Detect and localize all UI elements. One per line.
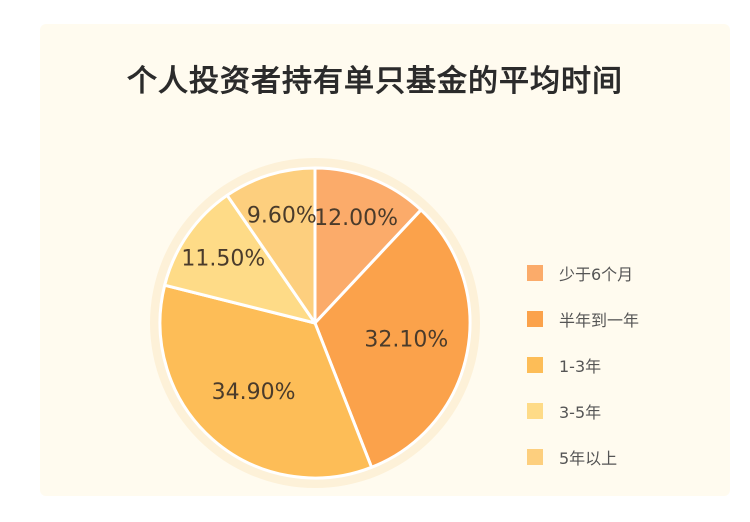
legend-label: 5年以上	[559, 449, 618, 468]
pie-slice-3	[158, 283, 374, 480]
pie-slices	[158, 166, 472, 480]
legend-label: 1-3年	[559, 357, 602, 376]
pie-data-label-5: 9.60%	[247, 203, 317, 228]
legend-label: 3-5年	[559, 403, 602, 422]
legend-swatch	[527, 403, 543, 419]
legend-item: 3-5年	[527, 388, 639, 434]
legend-item: 5年以上	[527, 434, 639, 480]
legend-item: 半年到一年	[527, 296, 639, 342]
legend-label: 半年到一年	[559, 311, 640, 330]
chart-title-text: 个人投资者持有单只基金的平均时间	[127, 64, 623, 99]
pie-labels: 12.00% 32.10% 34.90% 11.50% 9.60%	[181, 203, 448, 404]
pie-data-label-3: 34.90%	[212, 380, 296, 405]
chart-legend: 少于6个月半年到一年 1-3年 3-5年 5年以上	[527, 250, 639, 480]
legend-swatch	[527, 265, 543, 281]
legend-item: 少于6个月	[527, 250, 639, 296]
legend-swatch	[527, 357, 543, 373]
pie-slice-2	[313, 208, 472, 469]
pie-data-label-4: 11.50%	[181, 246, 265, 271]
pie-slice-4	[163, 193, 317, 325]
legend-label: 少于6个月	[559, 265, 634, 284]
pie-slice-5	[225, 166, 317, 325]
legend-item: 1-3年	[527, 342, 639, 388]
pie-data-label-1: 12.00%	[314, 206, 398, 231]
pie-data-label-2: 32.10%	[364, 328, 448, 353]
legend-swatch	[527, 449, 543, 465]
legend-swatch	[527, 311, 543, 327]
pie-slice-1	[313, 166, 423, 325]
